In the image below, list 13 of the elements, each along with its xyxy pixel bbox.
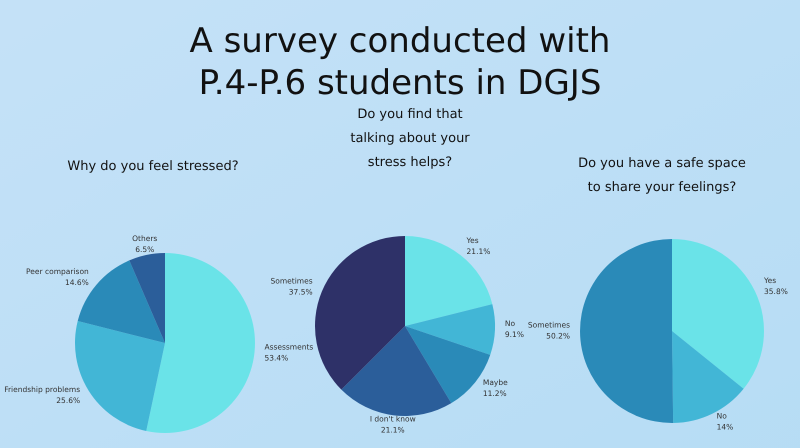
text: A survey conducted with P.4-P.6 students in DGJS bbox=[190, 21, 610, 103]
chart-title: Do you find that talking about your stress helps? bbox=[350, 107, 470, 170]
pie-slice bbox=[146, 253, 255, 433]
pie-slice bbox=[580, 239, 674, 423]
chart-title: Do you have a safe space to share your feelings? bbox=[578, 156, 746, 195]
pie-slice bbox=[315, 236, 405, 390]
pie-slice bbox=[405, 236, 492, 326]
pie-slice bbox=[405, 304, 495, 355]
pie-slice bbox=[129, 253, 165, 343]
pie-slice bbox=[341, 326, 452, 416]
pie-slice bbox=[672, 239, 764, 389]
pie-slice bbox=[672, 331, 744, 423]
chart-title: Why do you feel stressed? bbox=[67, 159, 239, 174]
